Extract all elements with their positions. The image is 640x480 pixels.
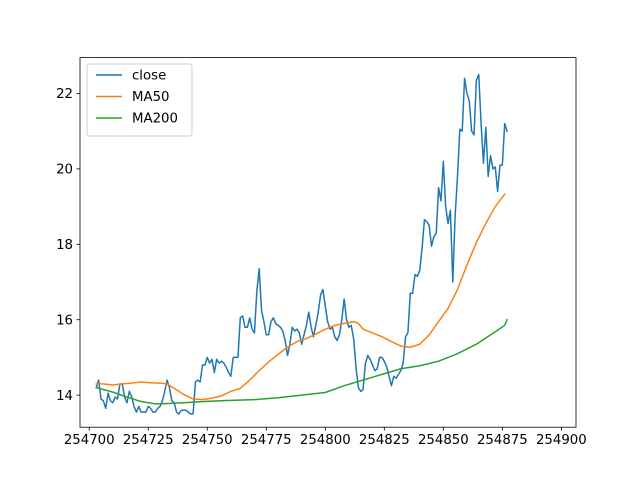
y-tick-label: 16 [56,314,73,329]
x-tick-label: 254875 [477,433,528,448]
series-line-ma200 [95,318,509,405]
x-tick-label: 254800 [300,433,351,448]
series-line-ma50 [95,193,506,401]
x-tick-label: 254900 [536,433,587,448]
legend-label-ma200: MA200 [132,112,178,127]
series-layer [95,73,509,415]
x-tick-label: 254775 [241,433,292,448]
legend-label-ma50: MA50 [132,90,170,105]
y-tick-label: 18 [56,238,73,253]
axes-layer: 254700 254725 254750 254775 254800 254825 2548… [56,57,587,448]
y-tick-label: 22 [56,87,73,102]
x-tick-label: 254725 [123,433,174,448]
y-tick-label: 14 [56,389,73,404]
legend: close MA50 MA200 [86,63,193,137]
x-tick-label: 254825 [359,433,410,448]
x-tick-label: 254850 [418,433,469,448]
series-line-close [95,73,509,415]
x-tick-label: 254700 [64,433,115,448]
legend-label-close: close [132,69,166,84]
x-tick-label: 254750 [182,433,233,448]
y-tick-label: 20 [56,163,73,178]
axes-frame [79,57,577,428]
